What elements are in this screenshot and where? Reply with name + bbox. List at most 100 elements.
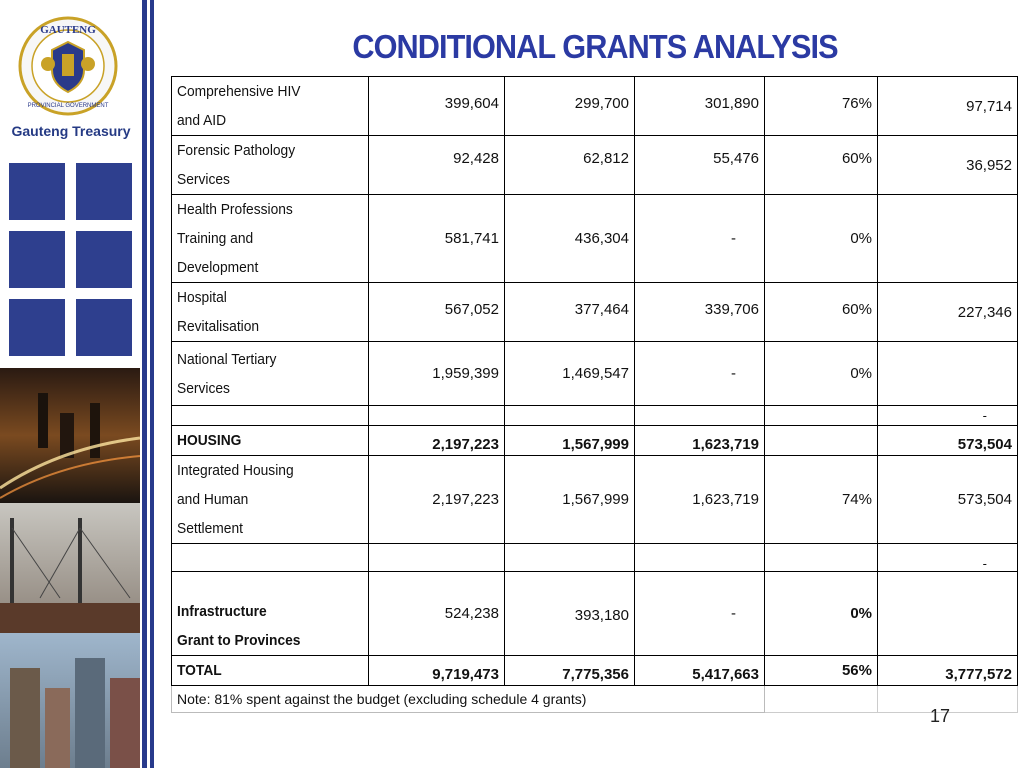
row-label: Hospital Revitalisation bbox=[171, 282, 369, 342]
cell-pct: 60% bbox=[764, 135, 878, 195]
cell-c2: 299,700 bbox=[504, 76, 635, 136]
cell-c2: 436,304 bbox=[504, 194, 635, 283]
tile bbox=[76, 299, 132, 356]
divider-bar bbox=[150, 0, 154, 768]
note-blank bbox=[877, 685, 1018, 713]
table-row: Health Professions Training and Developmen… bbox=[171, 194, 1018, 283]
cell-pct: 0% bbox=[764, 571, 878, 656]
logo-arc-text: GAUTENG bbox=[40, 24, 96, 36]
row-label: Forensic Pathology Services bbox=[171, 135, 369, 195]
cell-pct bbox=[764, 405, 878, 426]
row-label: TOTAL bbox=[171, 655, 369, 686]
cell-c3 bbox=[634, 405, 765, 426]
cell-pct bbox=[764, 425, 878, 456]
decorative-tiles bbox=[9, 163, 133, 359]
cell-c1 bbox=[368, 405, 505, 426]
row-label: HOUSING bbox=[171, 425, 369, 456]
cell-c1: 581,741 bbox=[368, 194, 505, 283]
table-row: National Tertiary Services 1,959,399 1,46… bbox=[171, 341, 1018, 406]
cell-c5: - bbox=[877, 405, 1018, 426]
cell-c3: 1,623,719 bbox=[634, 425, 765, 456]
note-text: Note: 81% spent against the budget (excl… bbox=[171, 685, 765, 713]
cell-c2: 1,567,999 bbox=[504, 455, 635, 544]
cell-c1: 1,959,399 bbox=[368, 341, 505, 406]
tile bbox=[9, 299, 65, 356]
cell-pct: 0% bbox=[764, 194, 878, 283]
sidebar: GAUTENG PROVINCIAL GOVERNMENT Gauteng Tr… bbox=[0, 0, 140, 768]
table-row: Hospital Revitalisation 567,052 377,464 3… bbox=[171, 282, 1018, 342]
page-title: CONDITIONAL GRANTS ANALYSIS bbox=[352, 28, 838, 65]
cell-c5: 573,504 bbox=[877, 455, 1018, 544]
cell-c2 bbox=[504, 543, 635, 572]
cell-c5: 227,346 bbox=[877, 282, 1018, 342]
table-row: - bbox=[171, 405, 1018, 426]
table-row: Infrastructure Grant to Provinces 524,238… bbox=[171, 571, 1018, 656]
cell-c3: - bbox=[634, 194, 765, 283]
cell-c5 bbox=[877, 194, 1018, 283]
cell-pct: 60% bbox=[764, 282, 878, 342]
table-row: HOUSING 2,197,223 1,567,999 1,623,719 57… bbox=[171, 425, 1018, 456]
tile bbox=[9, 231, 65, 288]
row-label: National Tertiary Services bbox=[171, 341, 369, 406]
cell-c5: - bbox=[877, 543, 1018, 572]
cell-c3: 55,476 bbox=[634, 135, 765, 195]
cell-c1: 92,428 bbox=[368, 135, 505, 195]
logo-sub-text: PROVINCIAL GOVERNMENT bbox=[28, 103, 109, 109]
cell-c3 bbox=[634, 543, 765, 572]
cell-c3: - bbox=[634, 571, 765, 656]
gauteng-logo: GAUTENG PROVINCIAL GOVERNMENT bbox=[18, 16, 118, 116]
cell-c5: 36,952 bbox=[877, 135, 1018, 195]
cell-pct: 56% bbox=[764, 655, 878, 686]
table-row: - bbox=[171, 543, 1018, 572]
row-label: Comprehensive HIV and AID bbox=[171, 76, 369, 136]
note-row: Note: 81% spent against the budget (excl… bbox=[171, 685, 1018, 713]
table-row: Comprehensive HIV and AID 399,604 299,700… bbox=[171, 76, 1018, 136]
cell-c3: 301,890 bbox=[634, 76, 765, 136]
cell-c1: 567,052 bbox=[368, 282, 505, 342]
cell-pct: 74% bbox=[764, 455, 878, 544]
cell-c2 bbox=[504, 405, 635, 426]
cell-c5 bbox=[877, 341, 1018, 406]
grants-table: Comprehensive HIV and AID 399,604 299,700… bbox=[171, 76, 1018, 713]
cell-c3: 5,417,663 bbox=[634, 655, 765, 686]
tile bbox=[9, 163, 65, 220]
page-number: 17 bbox=[930, 706, 951, 726]
tile bbox=[76, 231, 132, 288]
cell-pct: 0% bbox=[764, 341, 878, 406]
cell-c2: 62,812 bbox=[504, 135, 635, 195]
cell-c1 bbox=[368, 543, 505, 572]
cell-c1: 2,197,223 bbox=[368, 425, 505, 456]
cell-c5: 573,504 bbox=[877, 425, 1018, 456]
row-label: Integrated Housing and Human Settlement bbox=[171, 455, 369, 544]
cell-c2: 7,775,356 bbox=[504, 655, 635, 686]
cell-c5: 3,777,572 bbox=[877, 655, 1018, 686]
cell-c5 bbox=[877, 571, 1018, 656]
table-row-total: TOTAL 9,719,473 7,775,356 5,417,663 56% … bbox=[171, 655, 1018, 686]
cell-c5: 97,714 bbox=[877, 76, 1018, 136]
row-label bbox=[171, 405, 369, 426]
cell-pct: 76% bbox=[764, 76, 878, 136]
cell-c2: 1,469,547 bbox=[504, 341, 635, 406]
table-row: Integrated Housing and Human Settlement 2,… bbox=[171, 455, 1018, 544]
cell-c1: 9,719,473 bbox=[368, 655, 505, 686]
cell-c2: 377,464 bbox=[504, 282, 635, 342]
divider-bar bbox=[142, 0, 147, 768]
cell-c3: 1,623,719 bbox=[634, 455, 765, 544]
note-blank bbox=[764, 685, 878, 713]
vertical-divider bbox=[142, 0, 158, 768]
tile bbox=[76, 163, 132, 220]
cell-c3: 339,706 bbox=[634, 282, 765, 342]
row-label bbox=[171, 543, 369, 572]
cell-pct bbox=[764, 543, 878, 572]
cell-c3: - bbox=[634, 341, 765, 406]
row-label: Health Professions Training and Developmen… bbox=[171, 194, 369, 283]
brand-name: Gauteng Treasury bbox=[11, 123, 131, 139]
city-photo bbox=[0, 368, 140, 768]
row-label: Infrastructure Grant to Provinces bbox=[171, 571, 369, 656]
cell-c2: 1,567,999 bbox=[504, 425, 635, 456]
cell-c1: 524,238 bbox=[368, 571, 505, 656]
cell-c1: 2,197,223 bbox=[368, 455, 505, 544]
table-row: Forensic Pathology Services 92,428 62,812… bbox=[171, 135, 1018, 195]
cell-c1: 399,604 bbox=[368, 76, 505, 136]
cell-c2: 393,180 bbox=[504, 571, 635, 656]
